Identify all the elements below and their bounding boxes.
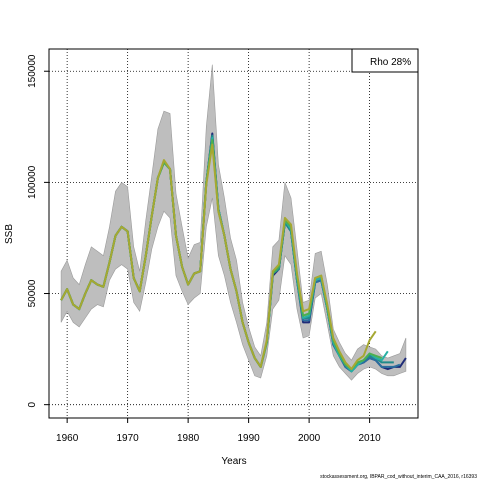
confidence-band bbox=[60, 64, 407, 381]
series-lines bbox=[60, 132, 407, 373]
y-tick-label: 100000 bbox=[27, 165, 38, 199]
legend: Rho 28% bbox=[351, 48, 419, 73]
x-tick-label: 1980 bbox=[177, 433, 200, 444]
legend-label: Rho 28% bbox=[370, 57, 411, 68]
y-axis: 0 50000 100000 150000 bbox=[27, 54, 49, 407]
confidence-band-area bbox=[60, 64, 407, 381]
plot-frame bbox=[48, 48, 419, 419]
x-tick-label: 1970 bbox=[117, 433, 140, 444]
credit-text: stockassessment.org, IBPAR_cod_without_i… bbox=[320, 474, 477, 480]
y-tick-label: 50000 bbox=[27, 279, 38, 307]
x-tick-label: 1960 bbox=[56, 433, 79, 444]
y-axis-title: SSB bbox=[4, 224, 15, 244]
x-axis-title: Years bbox=[221, 456, 246, 467]
x-tick-label: 1990 bbox=[237, 433, 260, 444]
x-tick-label: 2010 bbox=[358, 433, 381, 444]
x-tick-label: 2000 bbox=[298, 433, 321, 444]
y-tick-label: 150000 bbox=[27, 54, 38, 88]
x-axis: 1960 1970 1980 1990 2000 2010 bbox=[56, 418, 381, 444]
legend-box bbox=[351, 48, 419, 73]
y-tick-label: 0 bbox=[27, 401, 38, 407]
series-line-6 bbox=[60, 143, 377, 371]
